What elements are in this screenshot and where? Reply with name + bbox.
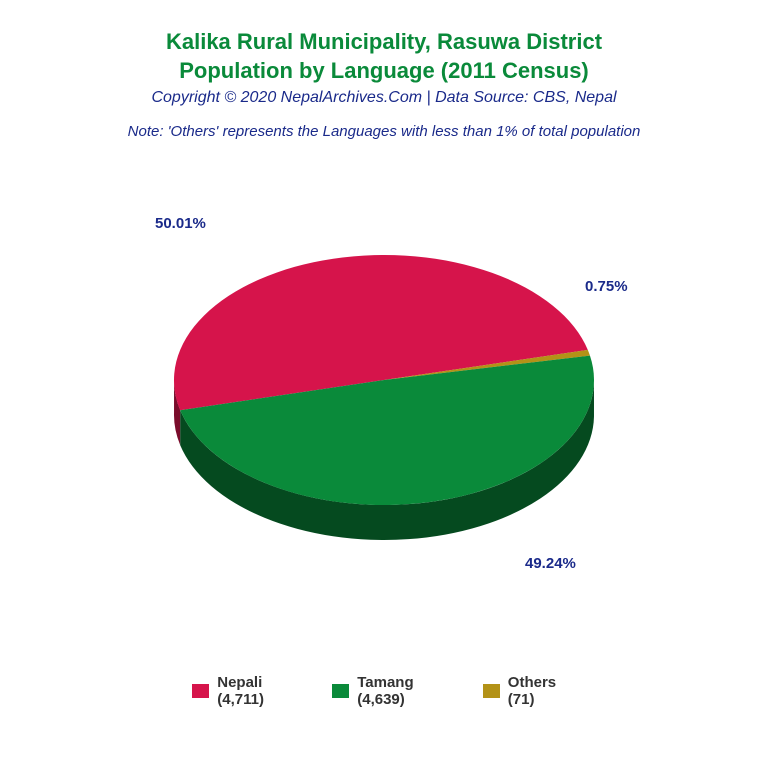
slice-label-others: 49.24% bbox=[525, 555, 576, 572]
legend-item-others: Others (71) bbox=[483, 674, 576, 708]
legend-item-nepali: Nepali (4,711) bbox=[192, 674, 300, 708]
legend-swatch-tamang bbox=[332, 684, 349, 698]
legend-label-tamang: Tamang (4,639) bbox=[357, 674, 450, 708]
chart-note: Note: 'Others' represents the Languages … bbox=[0, 123, 768, 140]
slice-label-nepali: 50.01% bbox=[155, 215, 206, 232]
slice-label-tamang: 0.75% bbox=[585, 278, 628, 295]
legend: Nepali (4,711) Tamang (4,639) Others (71… bbox=[192, 674, 576, 708]
pie-chart bbox=[134, 220, 634, 570]
title-block: Kalika Rural Municipality, Rasuwa Distri… bbox=[0, 0, 768, 140]
pie-chart-svg bbox=[134, 220, 634, 570]
legend-label-others: Others (71) bbox=[508, 674, 576, 708]
legend-swatch-nepali bbox=[192, 684, 209, 698]
legend-swatch-others bbox=[483, 684, 500, 698]
chart-subtitle: Copyright © 2020 NepalArchives.Com | Dat… bbox=[0, 89, 768, 107]
chart-title-line1: Kalika Rural Municipality, Rasuwa Distri… bbox=[0, 28, 768, 57]
chart-title-line2: Population by Language (2011 Census) bbox=[0, 57, 768, 86]
legend-label-nepali: Nepali (4,711) bbox=[217, 674, 300, 708]
legend-item-tamang: Tamang (4,639) bbox=[332, 674, 451, 708]
